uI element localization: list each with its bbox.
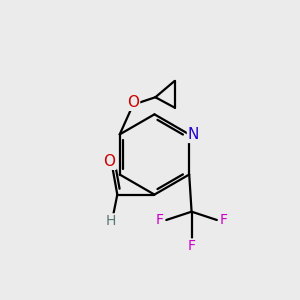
Text: O: O [103,154,116,169]
Text: F: F [156,213,164,227]
Text: H: H [105,214,116,228]
Text: F: F [219,213,227,227]
Text: N: N [188,127,200,142]
Text: O: O [127,95,139,110]
Text: F: F [188,239,196,254]
